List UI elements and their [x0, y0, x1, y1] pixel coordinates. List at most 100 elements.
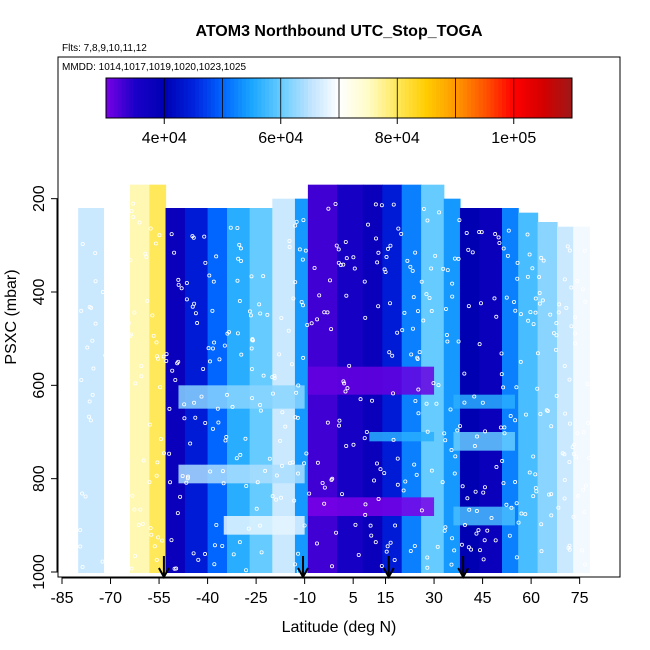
colorbar-swatch	[187, 78, 192, 118]
sample-point	[145, 298, 150, 303]
sample-point	[234, 456, 239, 461]
sample-point	[176, 277, 181, 282]
sample-point	[458, 424, 463, 429]
sample-point	[408, 548, 413, 553]
x-tick-label: -85	[50, 590, 73, 607]
sample-point	[207, 273, 212, 278]
sample-point	[93, 279, 98, 284]
heat-column-19	[479, 208, 503, 573]
colorbar-swatch	[397, 78, 402, 118]
sample-point	[481, 557, 486, 562]
heat-band-3	[307, 366, 435, 395]
sample-point	[533, 310, 538, 315]
sample-point	[80, 565, 85, 570]
sample-point	[429, 309, 434, 314]
colorbar-swatch	[164, 78, 169, 118]
sample-point	[470, 250, 475, 255]
sample-point	[294, 390, 299, 395]
sample-point	[368, 523, 373, 528]
colorbar-swatch	[560, 78, 565, 118]
colorbar-swatch	[537, 78, 542, 118]
sample-point	[184, 281, 189, 286]
sample-point	[301, 355, 306, 360]
sample-point	[340, 492, 345, 497]
sample-point	[293, 223, 298, 228]
heat-column-3	[149, 184, 167, 573]
x-tick-label: 5	[349, 590, 358, 607]
sample-point	[384, 255, 389, 260]
sample-point	[85, 345, 90, 350]
sample-point	[223, 438, 228, 443]
sample-point	[456, 339, 461, 344]
sample-point	[443, 306, 448, 311]
sample-point	[474, 531, 479, 536]
sample-point	[336, 260, 341, 265]
sample-point	[261, 274, 266, 279]
sample-point	[554, 321, 559, 326]
sample-point	[482, 538, 487, 543]
sample-point	[527, 252, 532, 257]
sample-point	[169, 538, 174, 543]
sample-point	[413, 399, 418, 404]
sample-point	[541, 258, 546, 263]
sample-point	[476, 528, 481, 533]
sample-point	[259, 550, 264, 555]
sample-point	[567, 460, 572, 465]
sample-point	[553, 347, 558, 352]
sample-point	[456, 256, 461, 261]
colorbar-swatch	[195, 78, 200, 118]
sample-point	[449, 562, 454, 567]
sample-point	[391, 202, 396, 207]
colorbar-swatch	[509, 78, 515, 118]
sample-point	[157, 233, 162, 238]
sample-point	[549, 513, 554, 518]
colorbar-swatch	[125, 78, 130, 118]
colorbar-swatch	[463, 78, 468, 118]
sample-point	[147, 422, 152, 427]
sample-point	[202, 234, 207, 239]
sample-point	[129, 332, 134, 337]
sample-point	[265, 312, 270, 317]
sample-point	[416, 411, 421, 416]
sample-point	[373, 202, 378, 207]
sample-point	[582, 248, 587, 253]
sample-point	[376, 304, 381, 309]
sample-point	[462, 400, 467, 405]
sample-point	[352, 266, 357, 271]
sample-point	[235, 278, 240, 283]
sample-point	[132, 507, 137, 512]
sample-point	[299, 299, 304, 304]
sample-point	[501, 481, 506, 486]
sample-point	[580, 548, 585, 553]
colorbar-swatch	[311, 78, 317, 118]
sample-point	[499, 372, 504, 377]
sample-point	[124, 558, 129, 563]
sample-point	[147, 480, 152, 485]
sample-point	[554, 393, 559, 398]
sample-point	[480, 400, 485, 405]
sample-point	[586, 420, 591, 425]
sample-point	[225, 331, 230, 336]
sample-point	[295, 415, 300, 420]
sample-point	[286, 328, 291, 333]
colorbar-tick-label: 4e+04	[142, 130, 187, 147]
sample-point	[436, 383, 441, 388]
heat-band-5	[369, 432, 435, 442]
sample-point	[221, 481, 226, 486]
colorbar-swatch	[199, 78, 204, 118]
sample-point	[531, 322, 536, 327]
sample-point	[571, 452, 576, 457]
y-axis-label: PSXC (mbar)	[3, 269, 20, 364]
colorbar-swatch	[408, 78, 414, 118]
colorbar-swatch	[172, 78, 177, 118]
sample-point	[515, 260, 520, 265]
sample-point	[393, 523, 398, 528]
sample-point	[564, 305, 569, 310]
sample-point	[121, 249, 126, 254]
sample-point	[167, 406, 172, 411]
sample-point	[572, 442, 577, 447]
sample-point	[250, 396, 255, 401]
colorbar-swatch	[222, 78, 227, 118]
sample-point	[525, 274, 530, 279]
sample-point	[258, 403, 263, 408]
